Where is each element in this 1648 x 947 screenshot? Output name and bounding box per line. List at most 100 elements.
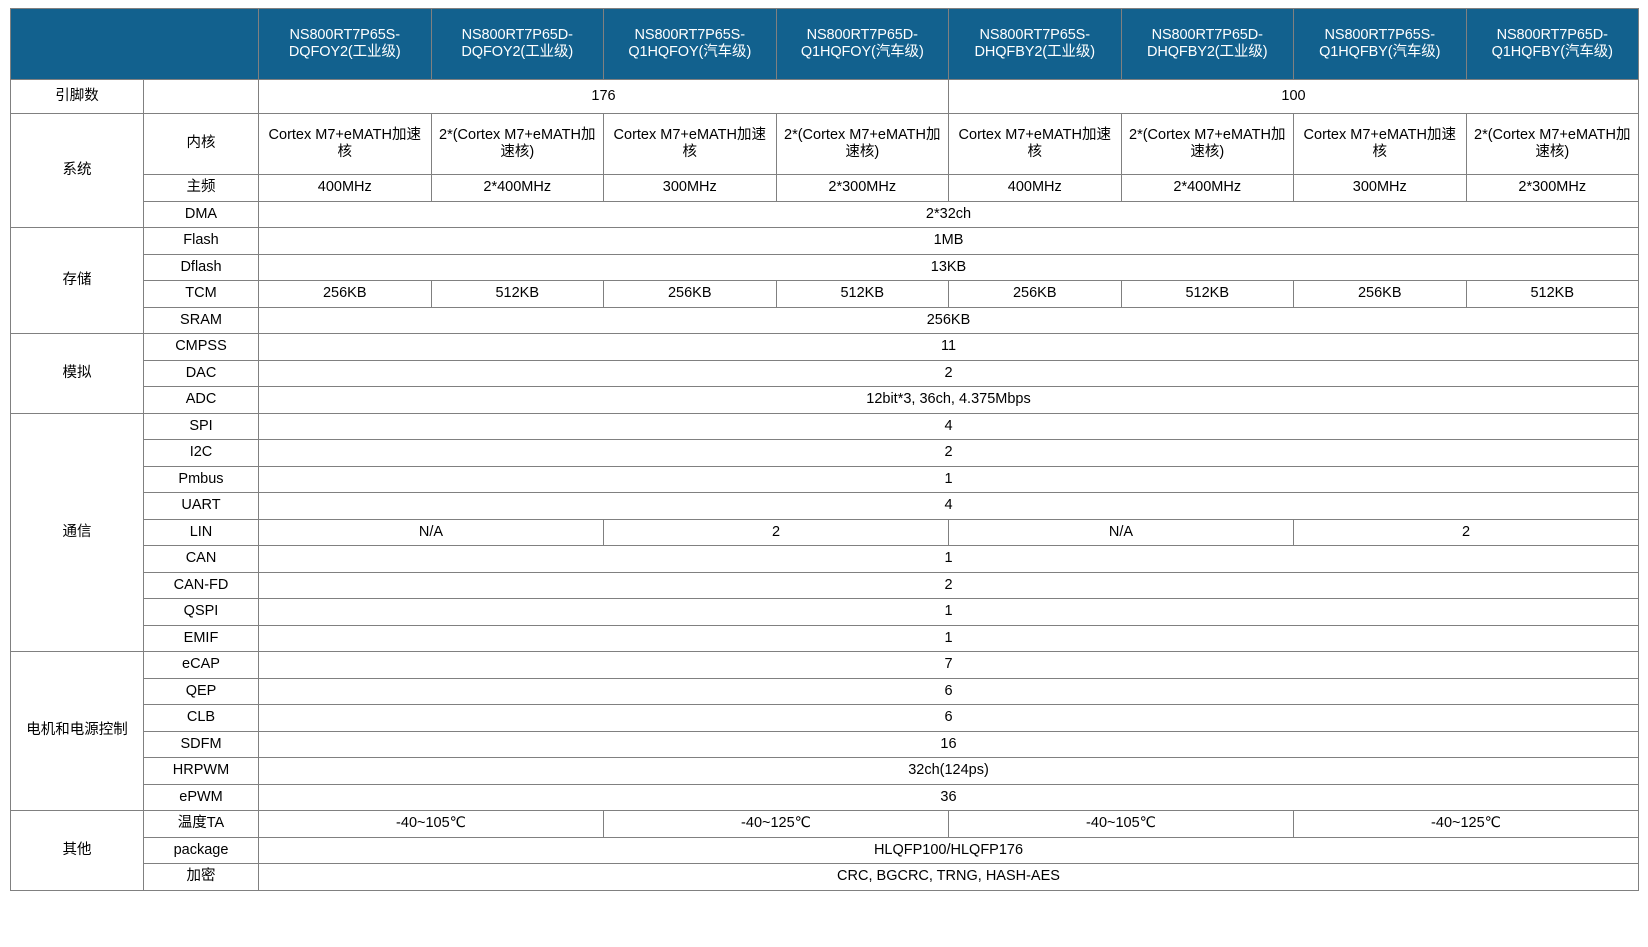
cell-pin-count-100: 100 — [948, 79, 1639, 114]
cell-tcm-1: 256KB — [258, 280, 432, 308]
cell-qspi-value: 1 — [258, 598, 1639, 626]
group-label-system: 系统 — [10, 113, 144, 228]
column-header-5: NS800RT7P65S-DHQFBY2(工业级) — [948, 8, 1122, 80]
param-label-lin: LIN — [143, 518, 259, 546]
param-label-pin-count — [143, 79, 259, 114]
product-comparison-table: NS800RT7P65S-DQFOY2(工业级) NS800RT7P65D-DQ… — [10, 8, 1639, 891]
cell-qep-value: 6 — [258, 677, 1639, 705]
cell-pin-count-176: 176 — [258, 79, 949, 114]
cell-epwm-value: 36 — [258, 783, 1639, 811]
param-label-encryption: 加密 — [143, 863, 259, 891]
column-header-2: NS800RT7P65D-DQFOY2(工业级) — [430, 8, 604, 80]
param-label-canfd: CAN-FD — [143, 571, 259, 599]
param-label-pmbus: Pmbus — [143, 465, 259, 493]
table-row-i2c: I2C 2 — [11, 439, 1639, 467]
table-row-qep: QEP 6 — [11, 677, 1639, 705]
table-row-package: package HLQFP100/HLQFP176 — [11, 836, 1639, 864]
cell-ecap-value: 7 — [258, 651, 1639, 679]
cell-sram-value: 256KB — [258, 306, 1639, 334]
param-label-flash: Flash — [143, 227, 259, 255]
param-label-spi: SPI — [143, 412, 259, 440]
table-row-pin-count: 引脚数 176 100 — [10, 79, 1639, 114]
cell-dflash-value: 13KB — [258, 253, 1639, 281]
table-row-dac: DAC 2 — [11, 359, 1639, 387]
cell-freq-1: 400MHz — [258, 174, 432, 202]
cell-dac-value: 2 — [258, 359, 1639, 387]
cell-package-value: HLQFP100/HLQFP176 — [258, 836, 1639, 864]
cell-core-2: 2*(Cortex M7+eMATH加速核) — [430, 113, 604, 175]
cell-tcm-4: 512KB — [775, 280, 949, 308]
group-label-storage: 存储 — [10, 227, 144, 334]
cell-tcm-2: 512KB — [430, 280, 604, 308]
table-row-spi: 通信 SPI 4 — [10, 412, 1639, 652]
table-row-ecap: 电机和电源控制 eCAP 7 — [10, 651, 1639, 811]
cell-core-1: Cortex M7+eMATH加速核 — [258, 113, 432, 175]
table-header: NS800RT7P65S-DQFOY2(工业级) NS800RT7P65D-DQ… — [10, 8, 1639, 80]
table-row-clb: CLB 6 — [11, 704, 1639, 732]
table-row-can: CAN 1 — [11, 545, 1639, 573]
table-row-frequency: 主频 400MHz 2*400MHz 300MHz 2*300MHz 400MH… — [11, 174, 1639, 202]
column-header-8: NS800RT7P65D-Q1HQFBY(汽车级) — [1465, 8, 1639, 80]
cell-encryption-value: CRC, BGCRC, TRNG, HASH-AES — [258, 863, 1639, 891]
column-header-6: NS800RT7P65D-DHQFBY2(工业级) — [1120, 8, 1294, 80]
cell-freq-3: 300MHz — [603, 174, 777, 202]
cell-pmbus-value: 1 — [258, 465, 1639, 493]
param-label-dflash: Dflash — [143, 253, 259, 281]
cell-clb-value: 6 — [258, 704, 1639, 732]
table-row-dflash: Dflash 13KB — [11, 253, 1639, 281]
table-row-core: 系统 内核 Cortex M7+eMATH加速核 2*(Cortex M7+eM… — [10, 113, 1639, 228]
table-row-sram: SRAM 256KB — [11, 306, 1639, 334]
group-label-motor-power: 电机和电源控制 — [10, 651, 144, 811]
cell-cmpss-value: 11 — [258, 333, 1639, 361]
cell-lin-4: 2 — [1293, 518, 1639, 546]
cell-dma-value: 2*32ch — [258, 200, 1639, 228]
table-row-adc: ADC 12bit*3, 36ch, 4.375Mbps — [11, 386, 1639, 414]
cell-core-4: 2*(Cortex M7+eMATH加速核) — [775, 113, 949, 175]
cell-freq-2: 2*400MHz — [430, 174, 604, 202]
cell-lin-2: 2 — [603, 518, 949, 546]
param-label-can: CAN — [143, 545, 259, 573]
cell-i2c-value: 2 — [258, 439, 1639, 467]
group-label-other: 其他 — [10, 810, 144, 891]
param-label-core: 内核 — [143, 113, 259, 175]
cell-uart-value: 4 — [258, 492, 1639, 520]
table-row-sdfm: SDFM 16 — [11, 730, 1639, 758]
table-row-qspi: QSPI 1 — [11, 598, 1639, 626]
cell-temperature-3: -40~105℃ — [948, 810, 1294, 838]
table-row-temperature: 其他 温度TA -40~105℃ -40~125℃ -40~105℃ -40~1… — [10, 810, 1639, 891]
column-header-7: NS800RT7P65S-Q1HQFBY(汽车级) — [1293, 8, 1467, 80]
group-label-analog: 模拟 — [10, 333, 144, 414]
table-row-canfd: CAN-FD 2 — [11, 571, 1639, 599]
cell-hrpwm-value: 32ch(124ps) — [258, 757, 1639, 785]
table-row-tcm: TCM 256KB 512KB 256KB 512KB 256KB 512KB … — [11, 280, 1639, 308]
group-label-pin-count: 引脚数 — [10, 79, 144, 114]
column-header-3: NS800RT7P65S-Q1HQFOY(汽车级) — [603, 8, 777, 80]
cell-adc-value: 12bit*3, 36ch, 4.375Mbps — [258, 386, 1639, 414]
param-label-temperature: 温度TA — [143, 810, 259, 838]
cell-temperature-2: -40~125℃ — [603, 810, 949, 838]
cell-canfd-value: 2 — [258, 571, 1639, 599]
table-body: 引脚数 176 100 系统 内核 Cortex M7+eMATH加速核 2*(… — [10, 79, 1639, 891]
param-label-i2c: I2C — [143, 439, 259, 467]
cell-tcm-3: 256KB — [603, 280, 777, 308]
cell-core-6: 2*(Cortex M7+eMATH加速核) — [1120, 113, 1294, 175]
param-label-epwm: ePWM — [143, 783, 259, 811]
table-row-dma: DMA 2*32ch — [11, 200, 1639, 228]
param-label-sram: SRAM — [143, 306, 259, 334]
cell-can-value: 1 — [258, 545, 1639, 573]
cell-emif-value: 1 — [258, 624, 1639, 652]
cell-freq-6: 2*400MHz — [1120, 174, 1294, 202]
cell-tcm-8: 512KB — [1465, 280, 1639, 308]
param-label-qspi: QSPI — [143, 598, 259, 626]
cell-freq-4: 2*300MHz — [775, 174, 949, 202]
table-row-lin: LIN N/A 2 N/A 2 — [11, 518, 1639, 546]
cell-spi-value: 4 — [258, 412, 1639, 440]
cell-freq-8: 2*300MHz — [1465, 174, 1639, 202]
param-label-sdfm: SDFM — [143, 730, 259, 758]
cell-freq-5: 400MHz — [948, 174, 1122, 202]
cell-flash-value: 1MB — [258, 227, 1639, 255]
param-label-clb: CLB — [143, 704, 259, 732]
cell-lin-3: N/A — [948, 518, 1294, 546]
param-label-package: package — [143, 836, 259, 864]
param-label-ecap: eCAP — [143, 651, 259, 679]
